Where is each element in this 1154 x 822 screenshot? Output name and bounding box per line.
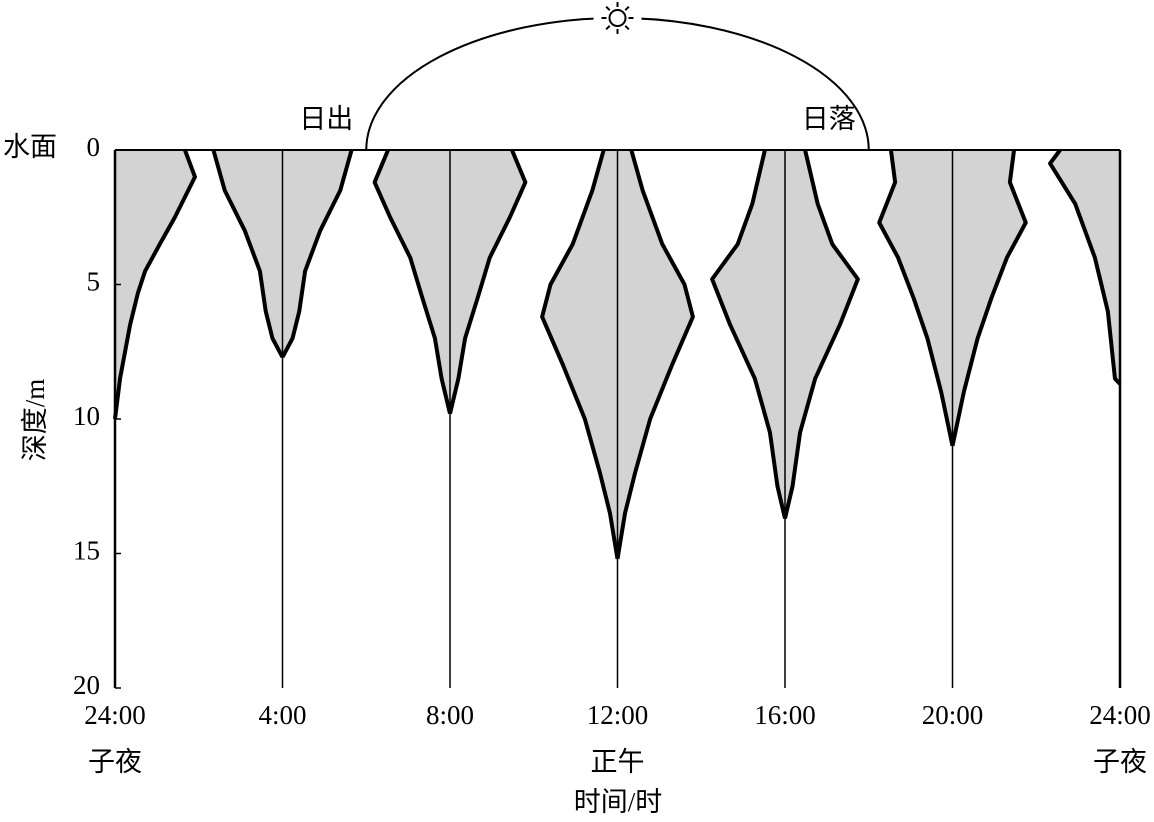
y-tick-label: 5 [87,267,101,297]
kite-fill [1050,150,1120,385]
kite-edge [540,149,620,560]
y-tick-label: 15 [73,536,100,566]
y-tick-label: 0 [87,132,101,162]
x-axis-label: 时间/时 [574,787,663,817]
y-tick-label: 20 [73,670,100,700]
sun-gap [593,0,642,42]
kite-edge [372,149,452,415]
kite-edge [877,149,955,447]
kite-edge [783,149,860,519]
kite-edge [710,149,787,519]
kite-edge [615,149,695,560]
x-sublabel: 子夜 [88,747,142,777]
y-tick-label: 10 [73,401,100,431]
kite-edge [113,149,197,420]
x-sublabel: 正午 [591,747,645,777]
kite-fill [115,150,195,419]
x-tick-label: 24:00 [1089,700,1151,730]
y-axis-label: 深度/m [20,379,50,462]
kite-edge [211,149,285,359]
sun-icon [608,9,627,27]
kite-edge [950,149,1028,447]
x-tick-label: 16:00 [754,700,816,730]
x-tick-label: 20:00 [922,700,984,730]
x-tick-label: 12:00 [587,700,649,730]
kite-edge [280,149,354,359]
sun-ray [605,25,611,31]
annotation: 日出 [299,104,353,134]
kite-edge [1048,148,1122,386]
sun-ray [624,5,630,11]
sun-ray [605,5,611,11]
x-tick-label: 24:00 [84,700,146,730]
surface-label: 水面 [3,132,57,162]
x-tick-label: 4:00 [258,700,306,730]
sun-ray [624,25,630,31]
annotation: 日落 [802,104,856,134]
x-sublabel: 子夜 [1093,747,1147,777]
kite-edge [448,149,528,415]
x-tick-label: 8:00 [426,700,474,730]
